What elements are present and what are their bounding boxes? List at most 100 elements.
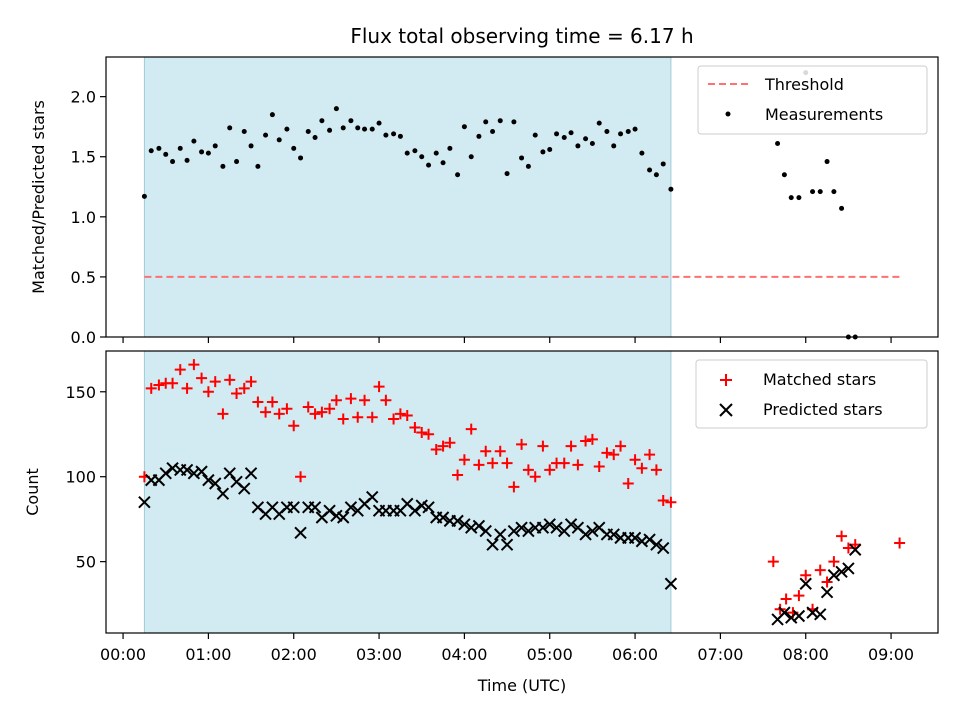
measurement-point: [810, 189, 816, 195]
predicted-star-point: [202, 473, 215, 487]
x-tick-label: 03:00: [356, 645, 402, 664]
matched-star-point: [501, 457, 513, 469]
measurement-point: [269, 112, 275, 118]
matched-star-point: [537, 440, 549, 452]
measurement-point: [255, 163, 261, 169]
matched-star-points: [138, 359, 906, 619]
ratio-y-axis-label: Matched/Predicted stars: [29, 100, 48, 294]
measurement-point: [497, 118, 503, 124]
predicted-star-point: [827, 569, 841, 582]
count-legend: Matched stars Predicted stars: [695, 359, 928, 429]
legend-matched-label: Matched stars: [763, 370, 876, 389]
measurement-point: [817, 189, 823, 195]
measurement-point: [632, 126, 638, 132]
matched-star-point: [558, 457, 570, 469]
matched-star-point: [657, 494, 669, 506]
ratio-panel: 0.00.51.01.52.0 Matched/Predicted stars …: [29, 56, 939, 347]
measurement-point: [831, 189, 837, 195]
matched-star-point: [437, 440, 449, 452]
ratio-shaded-span: [143, 56, 672, 338]
predicted-star-point: [451, 514, 464, 528]
measurement-point: [383, 132, 389, 138]
predicted-star-point: [785, 611, 798, 624]
predicted-star-point: [138, 495, 151, 509]
matched-star-point: [373, 381, 385, 393]
measurement-point: [276, 137, 282, 143]
matched-star-point: [238, 382, 250, 394]
predicted-star-point: [408, 504, 422, 517]
measurement-point: [447, 145, 453, 151]
ratio-legend-box: [697, 65, 928, 135]
predicted-star-point: [515, 521, 528, 534]
matched-star-point: [324, 403, 336, 415]
measurement-point: [220, 163, 226, 169]
measurement-point: [639, 150, 645, 156]
matched-star-point: [565, 440, 577, 452]
matched-star-point: [409, 421, 421, 433]
matched-star-point: [252, 396, 264, 408]
matched-star-point: [465, 423, 477, 435]
measurement-point: [775, 141, 781, 147]
measurement-point: [205, 150, 211, 156]
predicted-star-point: [628, 531, 642, 545]
ratio-x-axis-ticks: [122, 337, 892, 343]
count-legend-box: [695, 359, 928, 429]
matched-star-point: [636, 462, 648, 474]
ratio-y-tick-label: 0.5: [71, 268, 96, 287]
predicted-star-point: [835, 565, 848, 579]
matched-star-point: [209, 376, 221, 388]
measurement-point: [440, 160, 446, 166]
measurement-point: [461, 124, 467, 130]
x-tick-label: 06:00: [612, 645, 658, 664]
predicted-star-point: [664, 577, 678, 590]
measurement-point: [788, 195, 794, 201]
predicted-star-point: [564, 518, 578, 531]
measurement-point: [618, 131, 624, 137]
measurement-points: [141, 70, 858, 340]
measurement-point: [781, 172, 787, 178]
matched-star-point: [608, 449, 620, 461]
measurement-point: [824, 159, 830, 165]
count-plot-frame: [105, 350, 939, 634]
matched-star-point: [281, 403, 293, 415]
matched-star-point: [586, 433, 598, 445]
measurement-point: [839, 205, 845, 211]
measurement-point: [327, 127, 333, 133]
matched-star-point: [288, 420, 300, 432]
measurement-point: [305, 129, 311, 135]
matched-star-point: [780, 593, 792, 605]
measurement-point: [312, 135, 318, 141]
predicted-star-point: [323, 504, 336, 517]
measurement-point: [148, 148, 154, 154]
measurement-point: [653, 172, 659, 178]
measurement-point: [348, 118, 354, 124]
matched-star-point: [473, 459, 485, 471]
measurement-point: [412, 148, 418, 154]
measurement-point: [291, 145, 297, 151]
measurement-point: [561, 135, 567, 141]
matched-star-point: [828, 556, 840, 568]
predicted-star-point: [543, 518, 556, 531]
measurement-point: [163, 151, 169, 157]
matched-star-point: [260, 406, 272, 418]
x-tick-label: 00:00: [100, 645, 146, 664]
x-tick-label: 04:00: [441, 645, 487, 664]
predicted-star-point: [650, 538, 663, 551]
measurement-point: [525, 163, 531, 169]
matched-star-point: [842, 542, 854, 554]
measurement-point: [241, 129, 247, 135]
legend-measurements-swatch: [725, 111, 731, 117]
count-y-tick-label: 50: [76, 553, 96, 572]
matched-star-point: [615, 440, 627, 452]
measurement-point: [596, 120, 602, 126]
matched-star-point: [394, 408, 406, 420]
matched-star-point: [380, 394, 392, 406]
measurement-point: [504, 171, 510, 177]
measurement-point: [611, 143, 617, 149]
legend-predicted-swatch: [719, 403, 733, 417]
matched-star-point: [516, 438, 528, 450]
matched-star-point: [231, 387, 243, 399]
matched-star-point: [644, 449, 656, 461]
matched-star-point: [665, 496, 677, 508]
matched-star-point: [202, 386, 214, 398]
